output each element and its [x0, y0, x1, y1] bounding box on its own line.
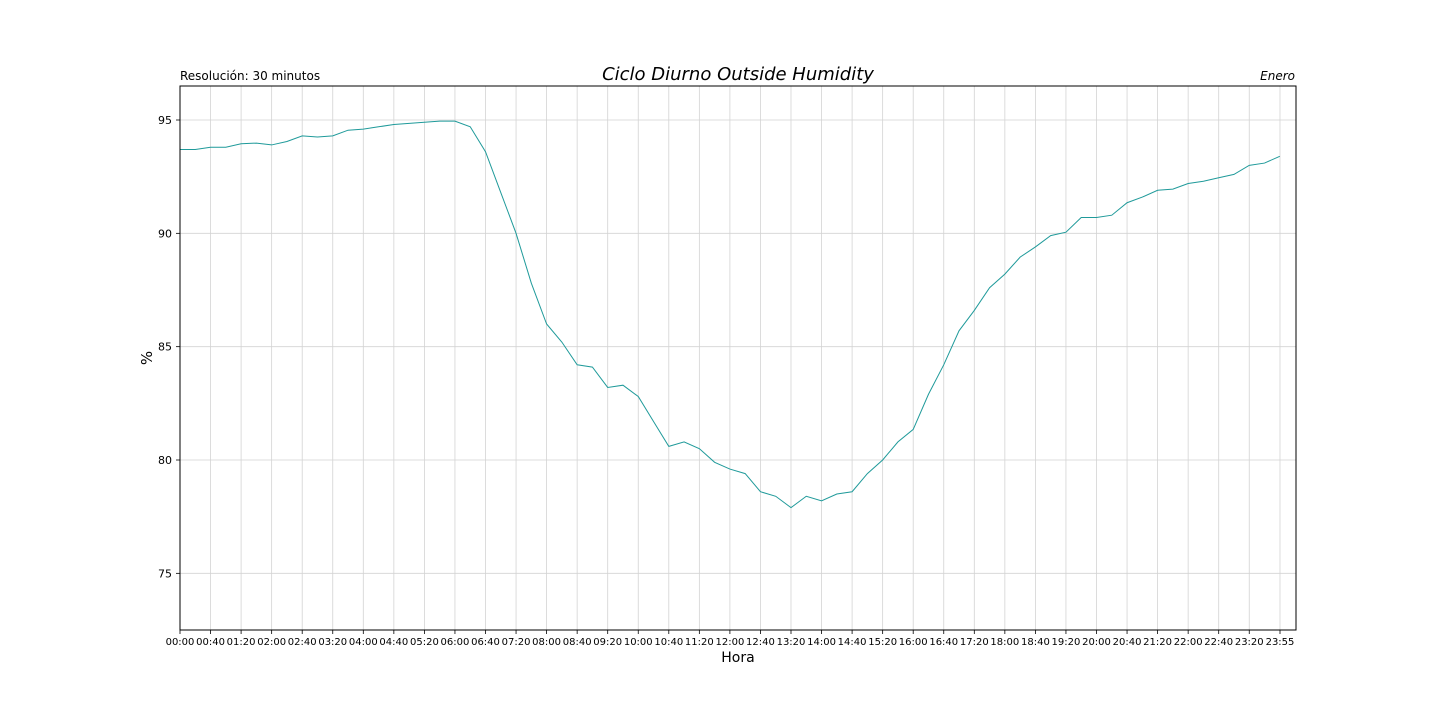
- y-axis-ticks: 75 80 85 90 95: [158, 114, 180, 580]
- x-tick-label: 04:40: [379, 637, 408, 648]
- x-tick-label: 21:20: [1143, 637, 1172, 648]
- x-tick-label: 00:00: [166, 637, 195, 648]
- x-axis-ticks: 00:00 00:40 01:20 02:00 02:40 03:20 04:00 04:40…: [166, 630, 1295, 648]
- x-tick-label: 12:00: [715, 637, 744, 648]
- series-line-outside-humidity: [180, 120, 1281, 509]
- y-tick-label: 75: [158, 567, 172, 580]
- x-axis-label: Hora: [721, 650, 754, 666]
- x-tick-label: 12:40: [746, 637, 775, 648]
- x-tick-label: 06:00: [441, 637, 470, 648]
- y-tick-label: 85: [158, 341, 172, 354]
- x-tick-label: 02:00: [257, 637, 286, 648]
- x-tick-label: 13:20: [777, 637, 806, 648]
- x-tick-label: 20:00: [1082, 637, 1111, 648]
- x-tick-label: 01:20: [227, 637, 256, 648]
- x-tick-label: 02:40: [288, 637, 317, 648]
- plot-frame: [179, 85, 1297, 631]
- x-tick-label: 00:40: [196, 637, 225, 648]
- y-tick-label: 80: [158, 454, 172, 467]
- x-tick-label: 10:40: [654, 637, 683, 648]
- resolution-label: Resolución: 30 minutos: [180, 69, 320, 83]
- x-tick-label: 10:00: [624, 637, 653, 648]
- x-tick-label: 19:20: [1052, 637, 1081, 648]
- y-tick-label: 90: [158, 227, 172, 240]
- month-label: Enero: [1260, 69, 1295, 83]
- x-tick-label: 08:00: [532, 637, 561, 648]
- x-tick-label: 08:40: [563, 637, 592, 648]
- x-tick-label: 16:40: [929, 637, 958, 648]
- x-tick-label: 18:00: [990, 637, 1019, 648]
- x-tick-label: 05:20: [410, 637, 439, 648]
- x-tick-label: 22:40: [1204, 637, 1233, 648]
- y-axis-label: %: [138, 351, 156, 365]
- x-tick-label: 09:20: [593, 637, 622, 648]
- x-tick-label: 20:40: [1113, 637, 1142, 648]
- y-tick-label: 95: [158, 114, 172, 127]
- grid-lines: [179, 86, 1296, 630]
- x-tick-label: 16:00: [899, 637, 928, 648]
- x-tick-label: 14:40: [838, 637, 867, 648]
- chart-title: Ciclo Diurno Outside Humidity: [602, 64, 874, 85]
- x-tick-label: 15:20: [868, 637, 897, 648]
- x-tick-label: 22:00: [1174, 637, 1203, 648]
- x-tick-label: 14:00: [807, 637, 836, 648]
- x-tick-label: 04:00: [349, 637, 378, 648]
- x-tick-label: 11:20: [685, 637, 714, 648]
- x-tick-label: 03:20: [318, 637, 347, 648]
- x-tick-label: 23:20: [1235, 637, 1264, 648]
- x-tick-label: 18:40: [1021, 637, 1050, 648]
- x-tick-label: 06:40: [471, 637, 500, 648]
- x-tick-label: 07:20: [502, 637, 531, 648]
- x-tick-label: 17:20: [960, 637, 989, 648]
- x-tick-label: 23:55: [1266, 637, 1295, 648]
